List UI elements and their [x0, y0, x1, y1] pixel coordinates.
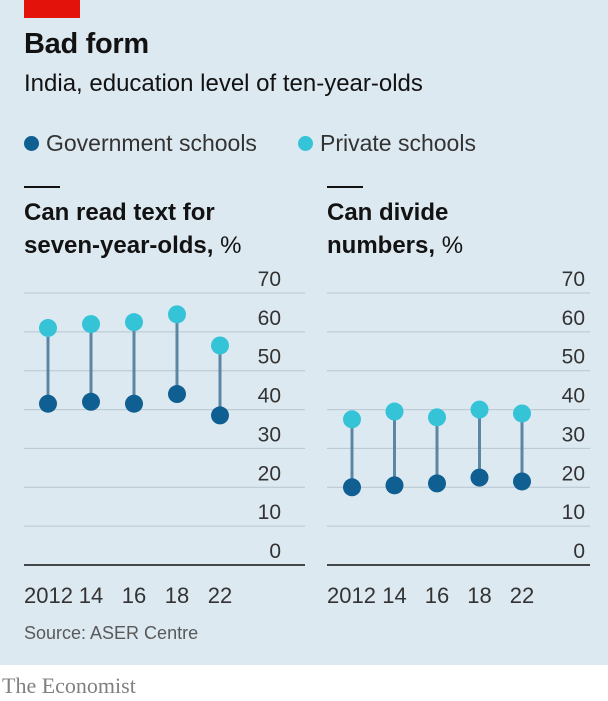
panel-title-division-line1: Can divide	[327, 199, 449, 226]
x-tick-label: 16	[122, 583, 146, 608]
legend-label-private: Private schools	[320, 130, 476, 156]
private-school-point	[385, 402, 404, 421]
y-tick-label: 70	[258, 268, 281, 291]
government-school-point	[470, 468, 489, 487]
y-tick-label: 40	[562, 385, 585, 408]
legend-label-government: Government schools	[46, 130, 257, 156]
panel-unit-reading: %	[220, 232, 242, 259]
y-tick-label: 70	[562, 268, 585, 291]
y-tick-label: 10	[562, 501, 585, 524]
y-tick-label: 0	[269, 540, 281, 563]
private-school-point	[428, 408, 446, 427]
private-school-point	[343, 410, 361, 429]
government-school-point	[211, 406, 229, 425]
panel-unit-division: %	[441, 232, 464, 259]
private-school-point	[513, 404, 531, 423]
y-tick-label: 30	[258, 423, 281, 446]
chart-panel	[0, 0, 608, 665]
panel-title-division: Can divide numbers, %	[327, 196, 463, 262]
private-school-point	[168, 305, 186, 324]
government-school-point	[513, 472, 531, 491]
chart-subtitle: India, education level of ten-year-olds	[24, 70, 423, 97]
government-school-point	[428, 474, 446, 493]
panel-title-reading-line1: Can read text for	[24, 199, 215, 226]
legend-item-government: Government schools	[24, 130, 257, 157]
government-school-point	[39, 394, 57, 413]
x-tick-label: 18	[467, 583, 491, 608]
y-tick-label: 30	[562, 423, 585, 446]
y-tick-label: 10	[258, 501, 281, 524]
y-tick-label: 50	[258, 346, 281, 369]
private-school-point	[39, 318, 57, 337]
panel-rule-right	[327, 186, 363, 188]
y-tick-label: 50	[562, 346, 585, 369]
chart-title: Bad form	[24, 28, 149, 60]
panel-title-division-line2: numbers,	[327, 232, 436, 259]
x-tick-label: 14	[382, 583, 406, 608]
x-tick-label: 18	[165, 583, 189, 608]
legend-item-private: Private schools	[298, 130, 476, 157]
government-school-point	[385, 476, 404, 495]
panel-title-reading: Can read text for seven-year-olds, %	[24, 196, 241, 262]
x-tick-label: 22	[208, 583, 232, 608]
x-tick-label: 14	[79, 583, 103, 608]
panel-title-reading-line2: seven-year-olds,	[24, 232, 214, 259]
y-tick-label: 60	[258, 307, 281, 330]
y-tick-label: 40	[258, 385, 281, 408]
legend-dot-government	[24, 136, 39, 151]
y-tick-label: 60	[562, 307, 585, 330]
government-school-point	[343, 478, 361, 497]
brand-red-bar	[24, 0, 80, 18]
private-school-point	[82, 315, 100, 334]
y-tick-label: 0	[573, 540, 585, 563]
government-school-point	[168, 385, 186, 404]
x-tick-label: 22	[510, 583, 534, 608]
x-tick-label: 2012	[24, 583, 73, 608]
publisher-brand: The Economist	[2, 673, 136, 698]
legend-dot-private	[298, 136, 313, 151]
source-note: Source: ASER Centre	[24, 623, 199, 643]
government-school-point	[125, 394, 143, 413]
y-tick-label: 20	[258, 462, 281, 485]
private-school-point	[125, 313, 143, 332]
panel-rule-left	[24, 186, 60, 188]
private-school-point	[211, 336, 229, 355]
y-tick-label: 20	[562, 462, 585, 485]
government-school-point	[82, 392, 100, 411]
private-school-point	[470, 400, 489, 419]
x-tick-label: 2012	[327, 583, 376, 608]
x-tick-label: 16	[425, 583, 449, 608]
